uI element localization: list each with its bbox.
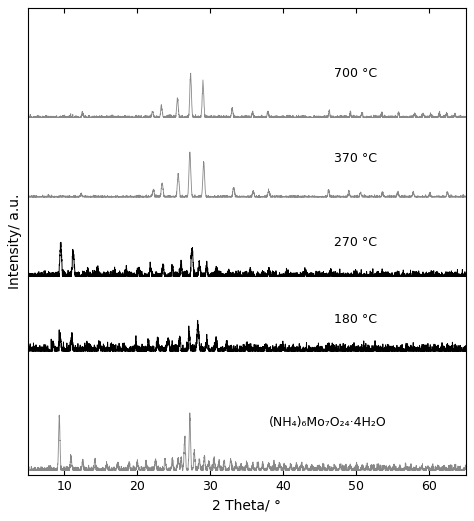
Text: 180 °C: 180 °C	[334, 313, 377, 326]
Text: 270 °C: 270 °C	[334, 235, 377, 249]
X-axis label: 2 Theta/ °: 2 Theta/ °	[212, 499, 281, 513]
Text: (NH₄)₆Mo₇O₂₄·4H₂O: (NH₄)₆Mo₇O₂₄·4H₂O	[269, 416, 386, 429]
Text: 370 °C: 370 °C	[334, 152, 377, 165]
Y-axis label: Intensity/ a.u.: Intensity/ a.u.	[9, 194, 22, 290]
Text: 700 °C: 700 °C	[334, 67, 377, 80]
